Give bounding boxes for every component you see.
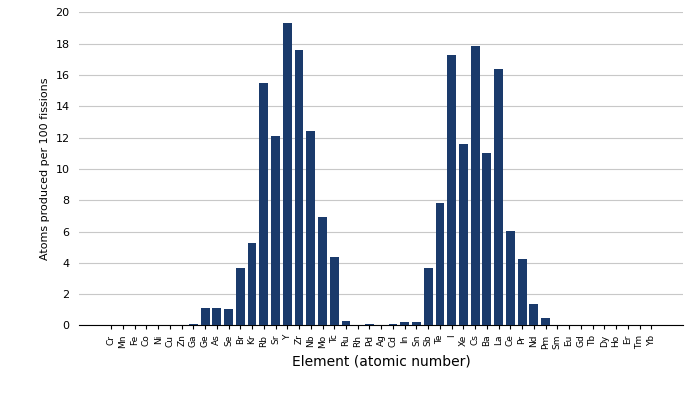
Bar (424, 268, 433, 325)
Bar (318, 218, 327, 325)
Bar (459, 144, 468, 325)
Bar (471, 46, 480, 325)
Bar (236, 267, 245, 325)
Bar (342, 321, 351, 325)
Bar (388, 324, 397, 325)
Bar (201, 308, 210, 325)
Bar (189, 324, 198, 325)
Bar (330, 258, 339, 325)
Bar (295, 50, 304, 325)
Bar (213, 308, 221, 325)
Bar (494, 69, 503, 325)
Bar (224, 309, 233, 325)
Y-axis label: Atoms produced per 100 fissions: Atoms produced per 100 fissions (40, 78, 50, 260)
Bar (482, 153, 491, 325)
Bar (271, 136, 280, 325)
Bar (365, 324, 374, 325)
Bar (529, 304, 538, 325)
Bar (306, 131, 315, 325)
Bar (400, 322, 409, 325)
Bar (435, 204, 444, 325)
Bar (518, 259, 526, 325)
Bar (447, 55, 456, 325)
Bar (506, 231, 515, 325)
X-axis label: Element (atomic number): Element (atomic number) (292, 355, 471, 369)
Bar (259, 83, 268, 325)
Bar (248, 243, 257, 325)
Bar (283, 23, 292, 325)
Bar (412, 322, 421, 325)
Bar (541, 318, 550, 325)
